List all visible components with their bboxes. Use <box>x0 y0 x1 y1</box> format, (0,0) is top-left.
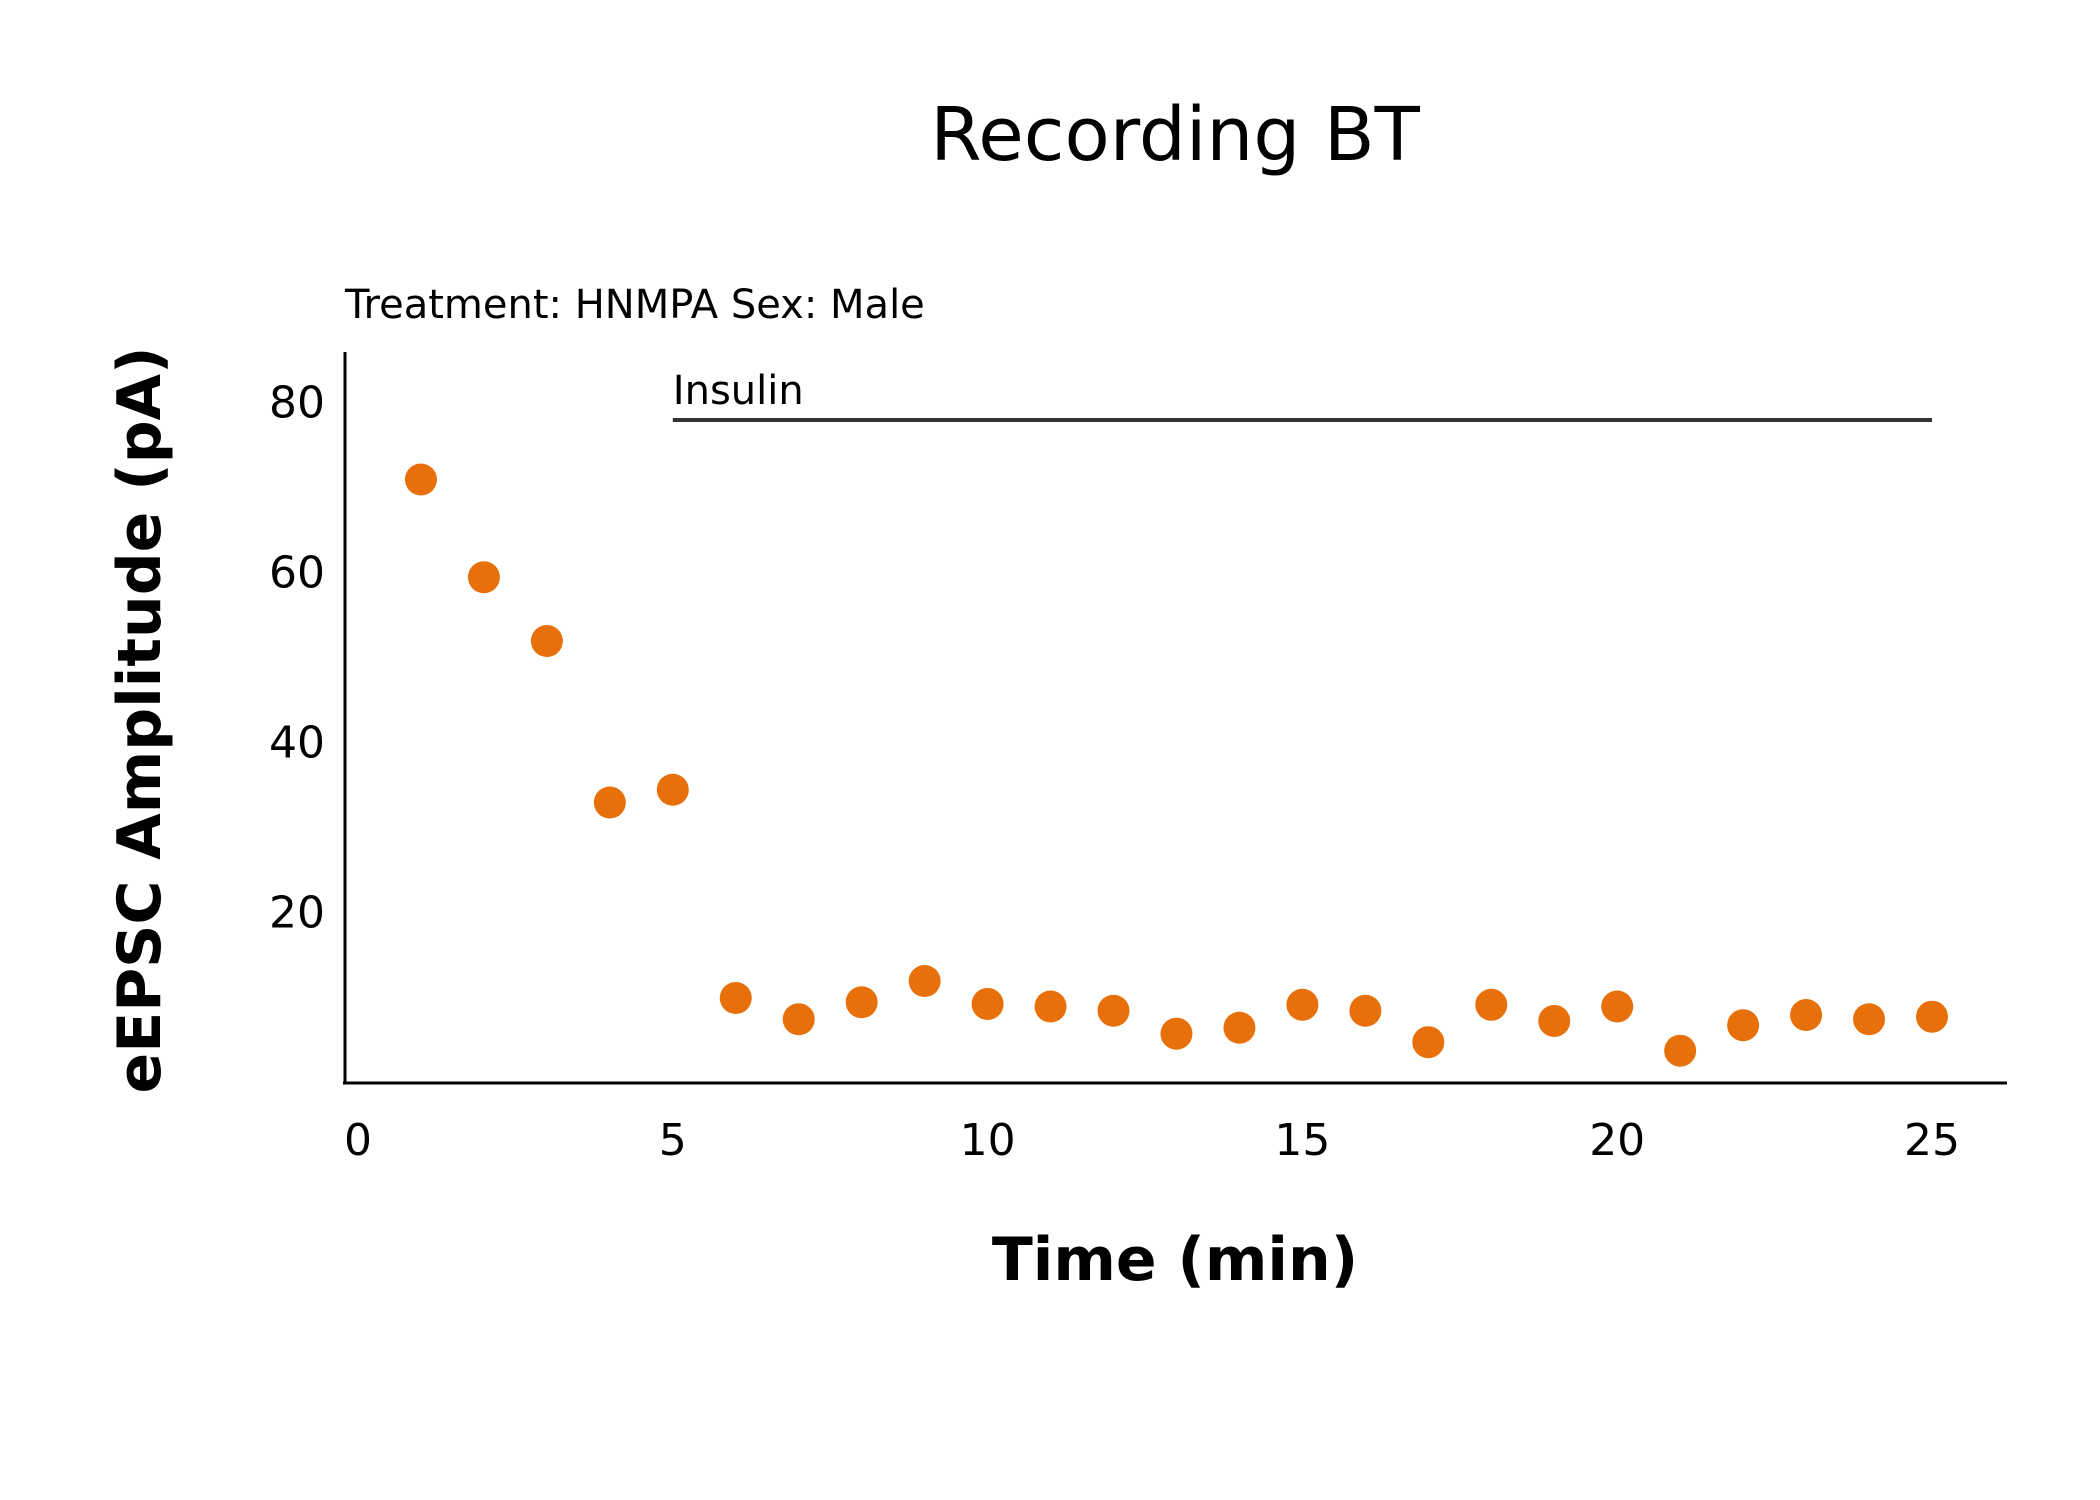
x-axis-label: Time (min) <box>992 1225 1358 1295</box>
x-tick-label: 15 <box>1274 1115 1330 1166</box>
y-tick-label: 40 <box>269 718 325 769</box>
chart-subtitle: Treatment: HNMPA Sex: Male <box>344 282 925 328</box>
x-tick-label: 25 <box>1904 1115 1960 1166</box>
data-point <box>1412 1026 1445 1059</box>
data-point <box>1916 1000 1948 1033</box>
data-point <box>719 982 752 1014</box>
data-point <box>467 561 500 594</box>
data-point <box>1349 994 1382 1027</box>
data-point <box>1538 1004 1571 1037</box>
data-point <box>782 1003 815 1036</box>
chart-title: Recording BT <box>930 92 1420 178</box>
x-tick-label: 5 <box>659 1115 687 1166</box>
data-point <box>530 625 563 657</box>
data-point <box>1475 988 1508 1021</box>
data-point <box>1160 1017 1193 1050</box>
data-point <box>404 463 437 496</box>
data-point <box>1097 994 1130 1027</box>
data-point <box>908 965 941 997</box>
x-tick-label: 10 <box>960 1115 1016 1166</box>
data-point <box>1034 990 1067 1023</box>
data-point <box>593 786 626 819</box>
data-point <box>1286 988 1319 1021</box>
data-point <box>656 773 689 806</box>
y-axis-label: eEPSC Amplitude (pA) <box>105 347 175 1094</box>
data-point <box>971 987 1004 1020</box>
x-tick-label: 0 <box>344 1115 372 1166</box>
data-point <box>1727 1009 1760 1042</box>
x-tick-label: 20 <box>1589 1115 1645 1166</box>
data-point <box>1601 990 1634 1023</box>
y-tick-label: 60 <box>269 548 325 599</box>
data-point <box>1664 1034 1697 1067</box>
data-point <box>1853 1003 1886 1036</box>
data-point <box>1223 1011 1256 1044</box>
y-tick-label: 80 <box>269 378 325 429</box>
data-point <box>845 986 878 1019</box>
data-point <box>1790 999 1823 1031</box>
y-tick-label: 20 <box>269 888 325 939</box>
insulin-label: Insulin <box>673 368 804 414</box>
